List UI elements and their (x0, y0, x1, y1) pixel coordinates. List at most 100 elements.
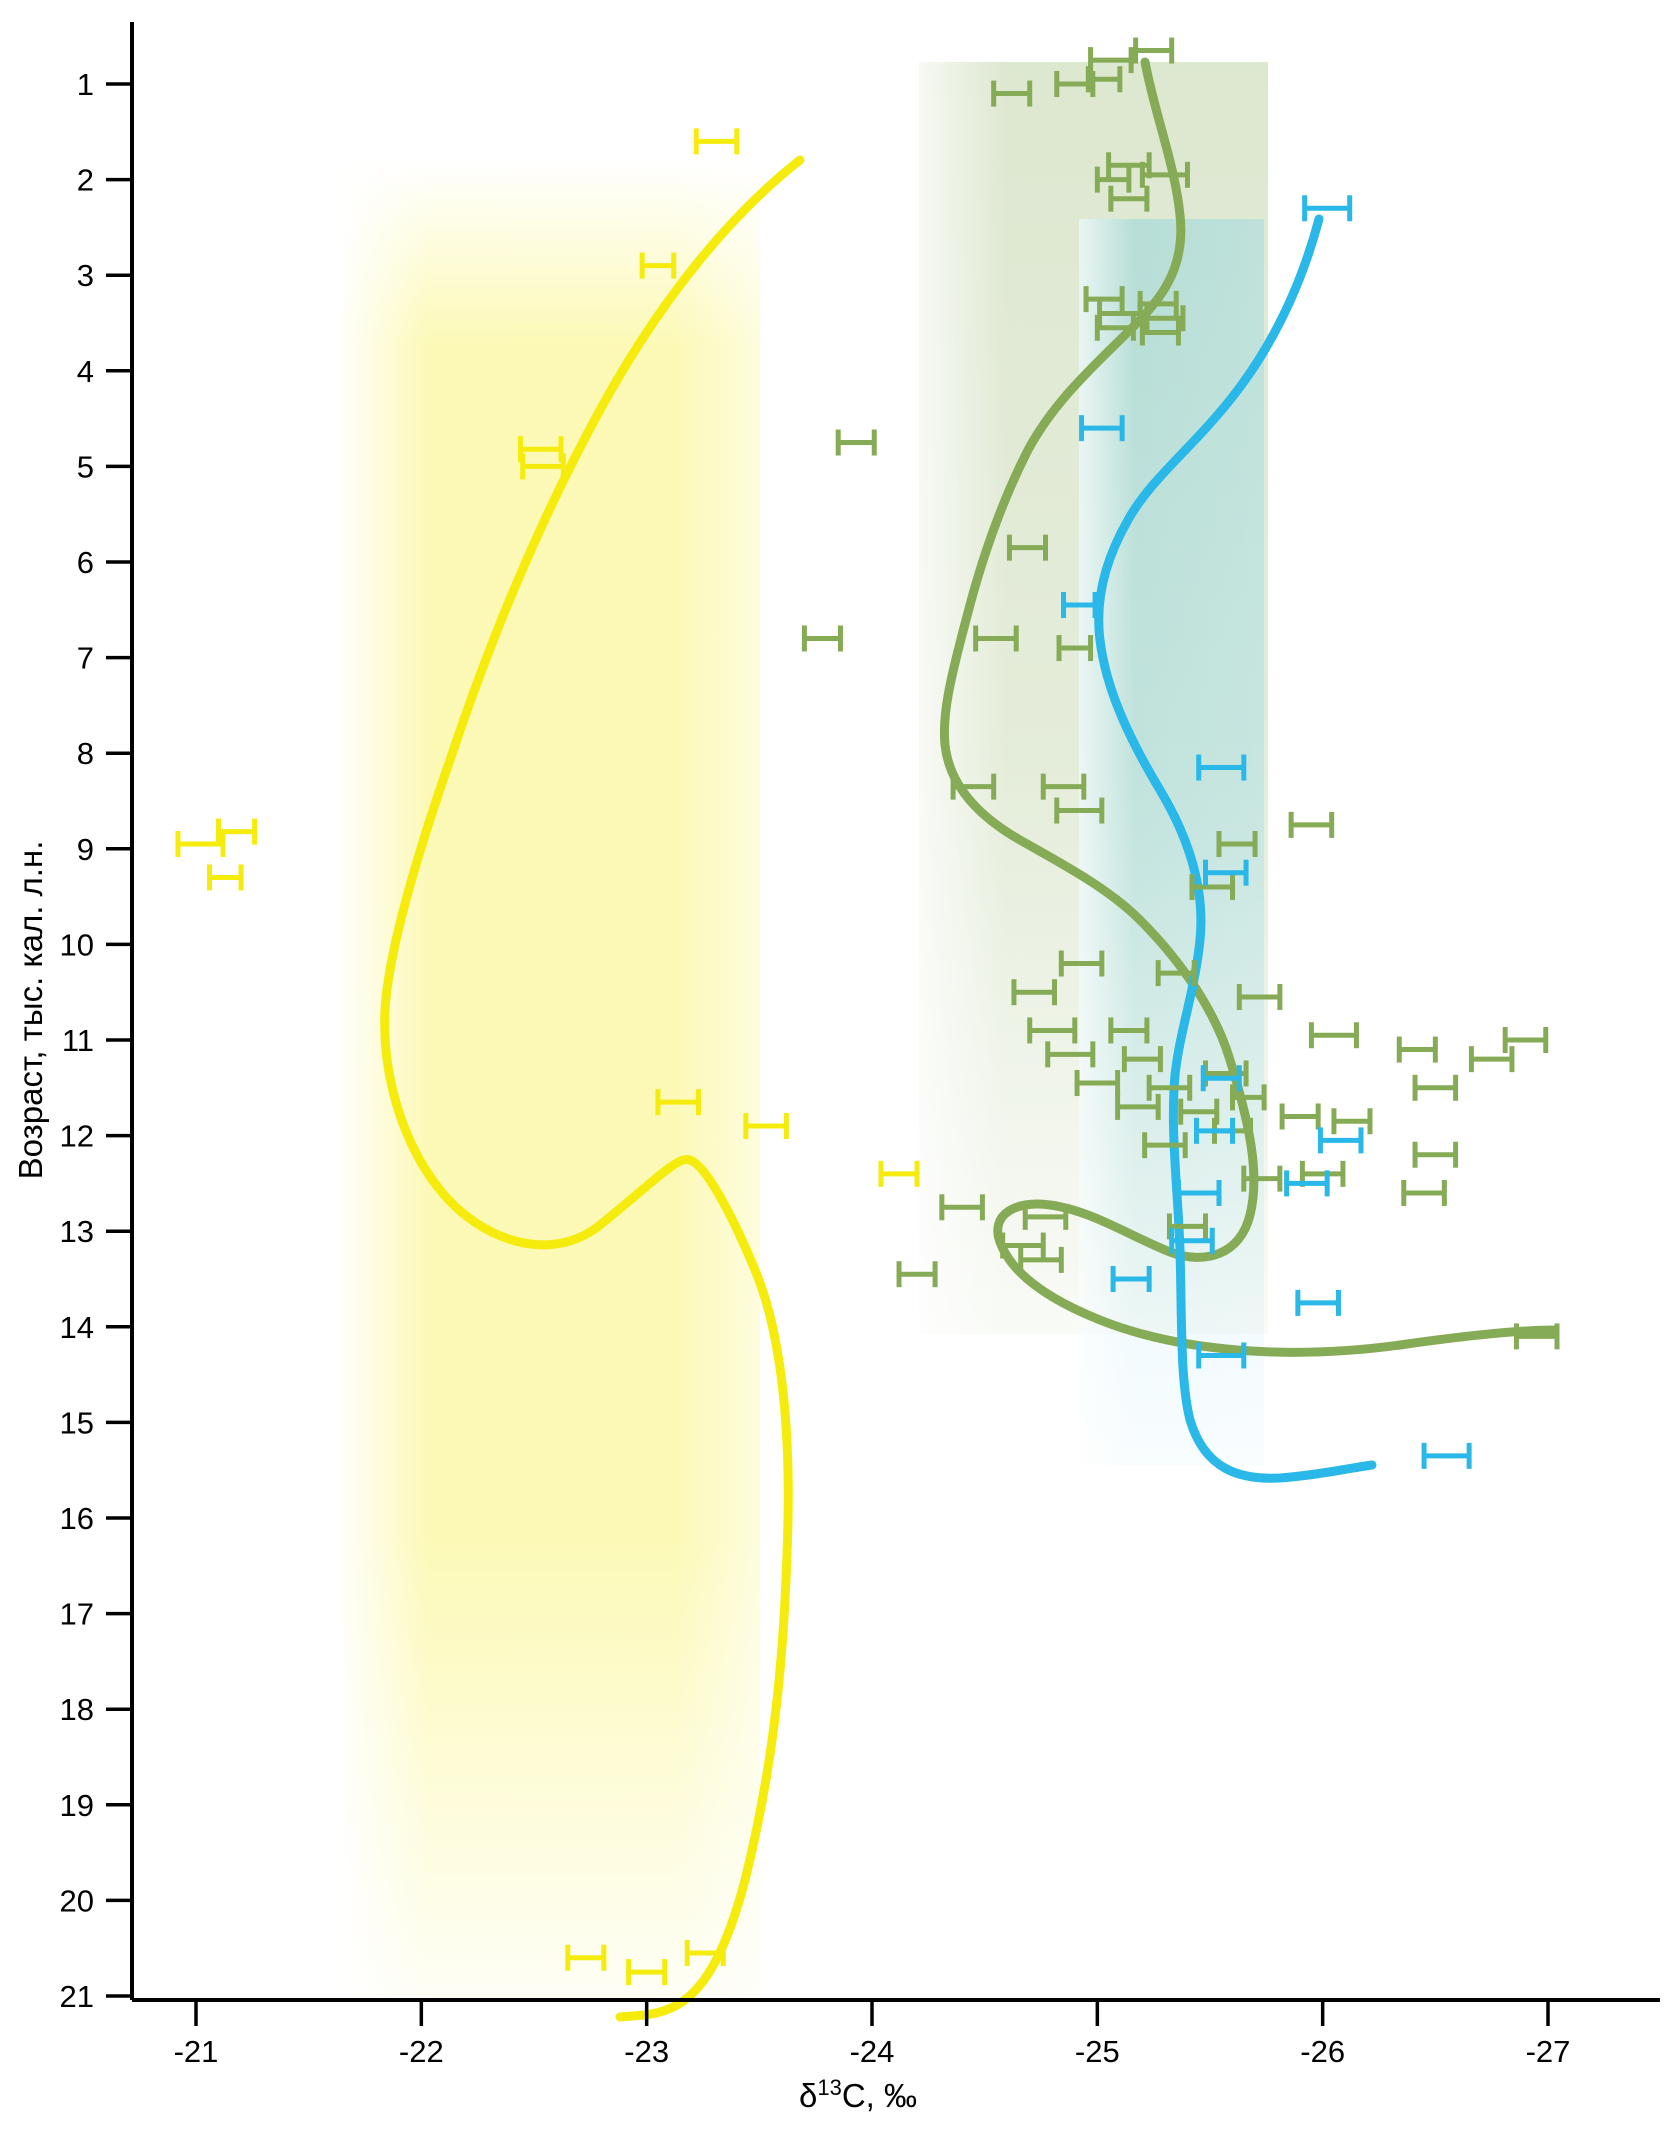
yellow-trend-line (380, 155, 805, 2022)
data-point-errorbar (1317, 1127, 1364, 1154)
data-point-errorbar (1331, 1108, 1373, 1135)
data-point-errorbar (1189, 874, 1236, 901)
data-point-errorbar (565, 1944, 607, 1971)
data-points (175, 37, 1560, 1986)
data-point-errorbar (1115, 1093, 1161, 1120)
data-point-errorbar (684, 1939, 726, 1966)
data-point-errorbar (1058, 950, 1105, 977)
data-point-errorbar (1193, 1117, 1236, 1144)
y-axis-tick-label: 15 (60, 1405, 94, 1440)
data-point-errorbar (1137, 290, 1179, 317)
data-point-errorbar (1139, 319, 1181, 346)
data-point-errorbar (1088, 47, 1134, 74)
data-point-errorbar (939, 1194, 985, 1221)
data-point-errorbar (216, 818, 258, 845)
data-point-errorbar (1094, 166, 1132, 193)
data-point-errorbar (1094, 314, 1136, 341)
data-point-errorbar (1040, 773, 1087, 800)
data-point-errorbar (896, 1261, 938, 1288)
blue-series (1061, 195, 1472, 1469)
data-point-errorbar (1022, 1203, 1069, 1230)
data-point-errorbar (1308, 1022, 1359, 1049)
data-point-errorbar (693, 128, 740, 155)
y-axis-title: Возраст, тыс. кал. л.н. (12, 841, 49, 1180)
x-axis-title: δ13C, ‰ (799, 2075, 917, 2114)
data-point-errorbar (1236, 983, 1283, 1010)
data-point-errorbar (1133, 37, 1175, 64)
data-point-errorbar (1302, 195, 1353, 222)
data-point-errorbar (1196, 754, 1247, 781)
data-point-errorbar (743, 1113, 789, 1140)
y-axis-tick-label: 16 (60, 1501, 94, 1536)
data-point-errorbar (207, 864, 244, 891)
data-point-errorbar (1142, 1132, 1188, 1159)
data-point-errorbar (1018, 1246, 1064, 1273)
y-axis-tick-label: 19 (60, 1788, 94, 1823)
data-point-errorbar (1412, 1074, 1459, 1101)
data-point-errorbar (626, 1959, 668, 1986)
data-point-errorbar (973, 625, 1019, 652)
data-point-errorbar (835, 429, 877, 456)
data-point-errorbar (1396, 1036, 1438, 1063)
data-point-errorbar (1284, 1170, 1330, 1197)
data-point-errorbar (1230, 1084, 1267, 1111)
data-point-errorbar (1513, 1323, 1560, 1350)
data-point-errorbar (1079, 415, 1125, 442)
y-axis-tick-label: 14 (60, 1310, 94, 1345)
data-point-errorbar (1006, 534, 1049, 561)
data-point-errorbar (1196, 1342, 1247, 1369)
data-point-errorbar (1056, 635, 1094, 662)
data-point-errorbar (1279, 1103, 1321, 1130)
y-axis-tick-label: 6 (77, 545, 94, 580)
data-point-errorbar (1155, 960, 1197, 987)
data-point-errorbar (950, 773, 997, 800)
data-point-errorbar (1288, 811, 1335, 838)
data-point-errorbar (1146, 1074, 1193, 1101)
data-point-errorbar (1502, 1027, 1549, 1053)
data-point-errorbar (175, 831, 226, 858)
data-point-errorbar (991, 80, 1033, 107)
data-point-errorbar (1027, 1017, 1078, 1044)
blue-trend-line (1094, 214, 1377, 1483)
data-point-errorbar (801, 625, 843, 652)
y-axis-tick-label: 9 (77, 832, 94, 867)
y-axis-tick-label: 21 (60, 1979, 94, 2014)
y-axis-tick-label: 11 (62, 1023, 94, 1058)
yellow-series (175, 128, 920, 1986)
data-point-errorbar (1216, 831, 1258, 858)
x-axis-tick-label: -23 (624, 2034, 669, 2069)
data-point-errorbar (639, 252, 677, 279)
svg-text:δ13C, ‰: δ13C, ‰ (799, 2075, 917, 2114)
y-axis-tick-label: 3 (77, 258, 94, 293)
data-point-errorbar (1144, 305, 1186, 332)
y-axis-tick-label: 4 (77, 354, 94, 389)
y-axis-tick-label: 2 (77, 163, 94, 198)
data-point-errorbar (878, 1160, 920, 1187)
data-point-errorbar (1139, 161, 1190, 188)
y-axis-tick-label: 17 (60, 1597, 94, 1632)
data-point-errorbar (1412, 1141, 1459, 1168)
data-point-errorbar (1054, 797, 1105, 824)
x-axis-ticks: -21 -22 -23 -24 -25 -26 -27 (174, 2000, 1570, 2069)
y-axis-tick-label: 1 (77, 67, 94, 102)
data-point-errorbar (1401, 1179, 1447, 1206)
axes (130, 22, 1660, 2002)
y-axis-tick-label: 18 (60, 1692, 94, 1727)
x-axis-tick-label: -26 (1300, 2034, 1345, 2069)
trend-lines (380, 57, 1560, 2022)
data-point-errorbar (1083, 286, 1125, 313)
data-point-errorbar (1241, 1165, 1283, 1192)
data-point-errorbar (1108, 185, 1150, 212)
data-point-errorbar (1000, 1232, 1046, 1259)
data-point-errorbar (1468, 1046, 1515, 1073)
data-point-errorbar (1200, 1065, 1242, 1092)
y-axis-tick-label: 12 (60, 1119, 94, 1154)
y-axis-tick-label: 10 (60, 927, 94, 962)
data-point-errorbar (1045, 1041, 1096, 1068)
y-axis-tick-label: 5 (77, 449, 94, 484)
x-axis-tick-label: -24 (850, 2034, 895, 2069)
data-point-errorbar (1175, 1179, 1222, 1206)
